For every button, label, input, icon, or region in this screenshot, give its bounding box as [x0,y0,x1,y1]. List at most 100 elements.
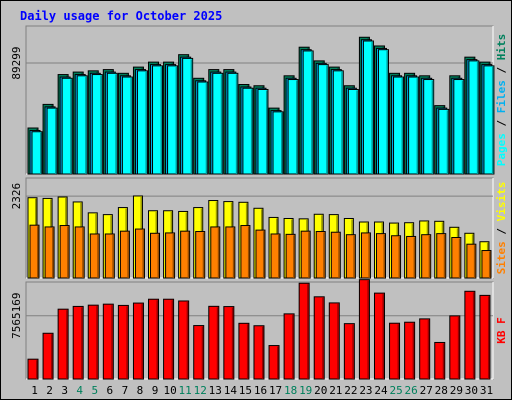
bar-shade [341,71,343,174]
bar-pages [257,88,269,175]
bar-kb-f [404,321,416,380]
bar-shade [277,346,279,379]
bar-shade [187,232,190,278]
bar-shade [100,75,102,174]
bar-shade [235,74,238,174]
legend-entry: Pages [495,133,508,166]
x-tick-label: 13 [209,384,222,397]
x-tick-label: 15 [239,384,252,397]
bar-shade [126,306,128,379]
bar-kb-f [283,313,295,380]
legend-entry: Hits [495,34,508,61]
bar-shade [413,237,416,278]
bar-shade [247,226,250,278]
bar-sites [436,233,447,279]
x-tick-label: 31 [480,384,493,397]
bar-shade [368,233,370,278]
x-tick-label: 14 [224,384,238,397]
bar-shade [81,307,83,379]
bar-sites [29,224,40,279]
bar-kb-f [57,308,69,380]
legend-entry: / [495,113,508,133]
bar-pages [31,131,43,175]
bar-shade [308,232,310,278]
bar-shade [202,232,205,278]
bar-pages [91,74,103,175]
x-tick-label: 12 [194,384,207,397]
bar-kb-f [178,300,190,380]
bar-sites [406,235,417,279]
bar-shade [232,227,235,278]
bar-kb-f [419,318,431,380]
bar-shade [383,234,385,278]
bar-shade [386,50,388,175]
x-tick-label: 22 [344,384,357,397]
x-tick-label: 10 [163,384,176,397]
bar-shade [205,83,208,174]
bar-shade [175,66,178,174]
x-tick-label: 18 [284,384,297,397]
bar-shade [82,227,84,278]
bar-kb-f [117,304,129,380]
bar-shade [371,41,373,174]
bar-kb-f [253,325,265,380]
bar-shade [51,334,53,379]
bar-sites [150,232,161,279]
x-tick-label: 1 [31,384,38,397]
legend-entry: Visits [495,182,508,222]
bar-shade [398,236,401,278]
bar-shade [476,61,479,175]
bar-pages [453,79,465,175]
bar-pages [317,64,329,175]
bar-kb-f [464,290,476,380]
bar-pages [61,77,73,175]
bar-shade [157,234,160,278]
bar-pages [302,50,314,175]
bar-shade [111,305,113,379]
bar-kb-f [389,322,401,380]
bar-shade [337,303,339,379]
bar-pages [377,49,389,175]
bar-sites [421,234,432,279]
bar-shade [216,307,219,379]
bar-sites [300,230,311,279]
bar-shade [326,65,328,174]
bar-shade [397,324,400,379]
bar-shade [322,297,324,379]
bar-shade [96,306,98,379]
bar-shade [442,343,445,379]
bar-sites [240,225,251,279]
x-tick-label: 4 [76,384,83,397]
bar-shade [55,109,57,174]
bar-kb-f [434,341,446,380]
bar-shade [231,307,234,379]
bar-pages [46,107,58,175]
bar-sites [451,237,462,279]
bar-shade [307,284,309,379]
bar-shade [446,110,449,174]
x-tick-label: 20 [314,384,327,397]
bar-pages [468,60,480,175]
bar-pages [136,70,148,175]
bar-shade [443,234,446,278]
bar-sites [210,226,221,279]
bar-shade [246,324,249,379]
bar-shade [171,300,174,379]
y-tick-label-3: 7565169 [10,293,23,339]
bar-sites [255,229,266,279]
bar-sites [330,231,341,279]
legend-entry: Sites [495,241,508,274]
bar-shade [262,231,265,278]
bar-shade [52,227,54,278]
bar-shade [428,235,431,278]
bar-kb-f [223,306,235,380]
bar-kb-f [27,358,39,380]
legend-1: Pages / Files / Hits [495,34,508,167]
bar-pages [483,65,495,175]
x-tick-label: 23 [359,384,372,397]
x-tick-label: 6 [107,384,114,397]
bar-shade [115,74,117,174]
bar-kb-f [132,302,144,380]
bar-kb-f [72,305,84,380]
